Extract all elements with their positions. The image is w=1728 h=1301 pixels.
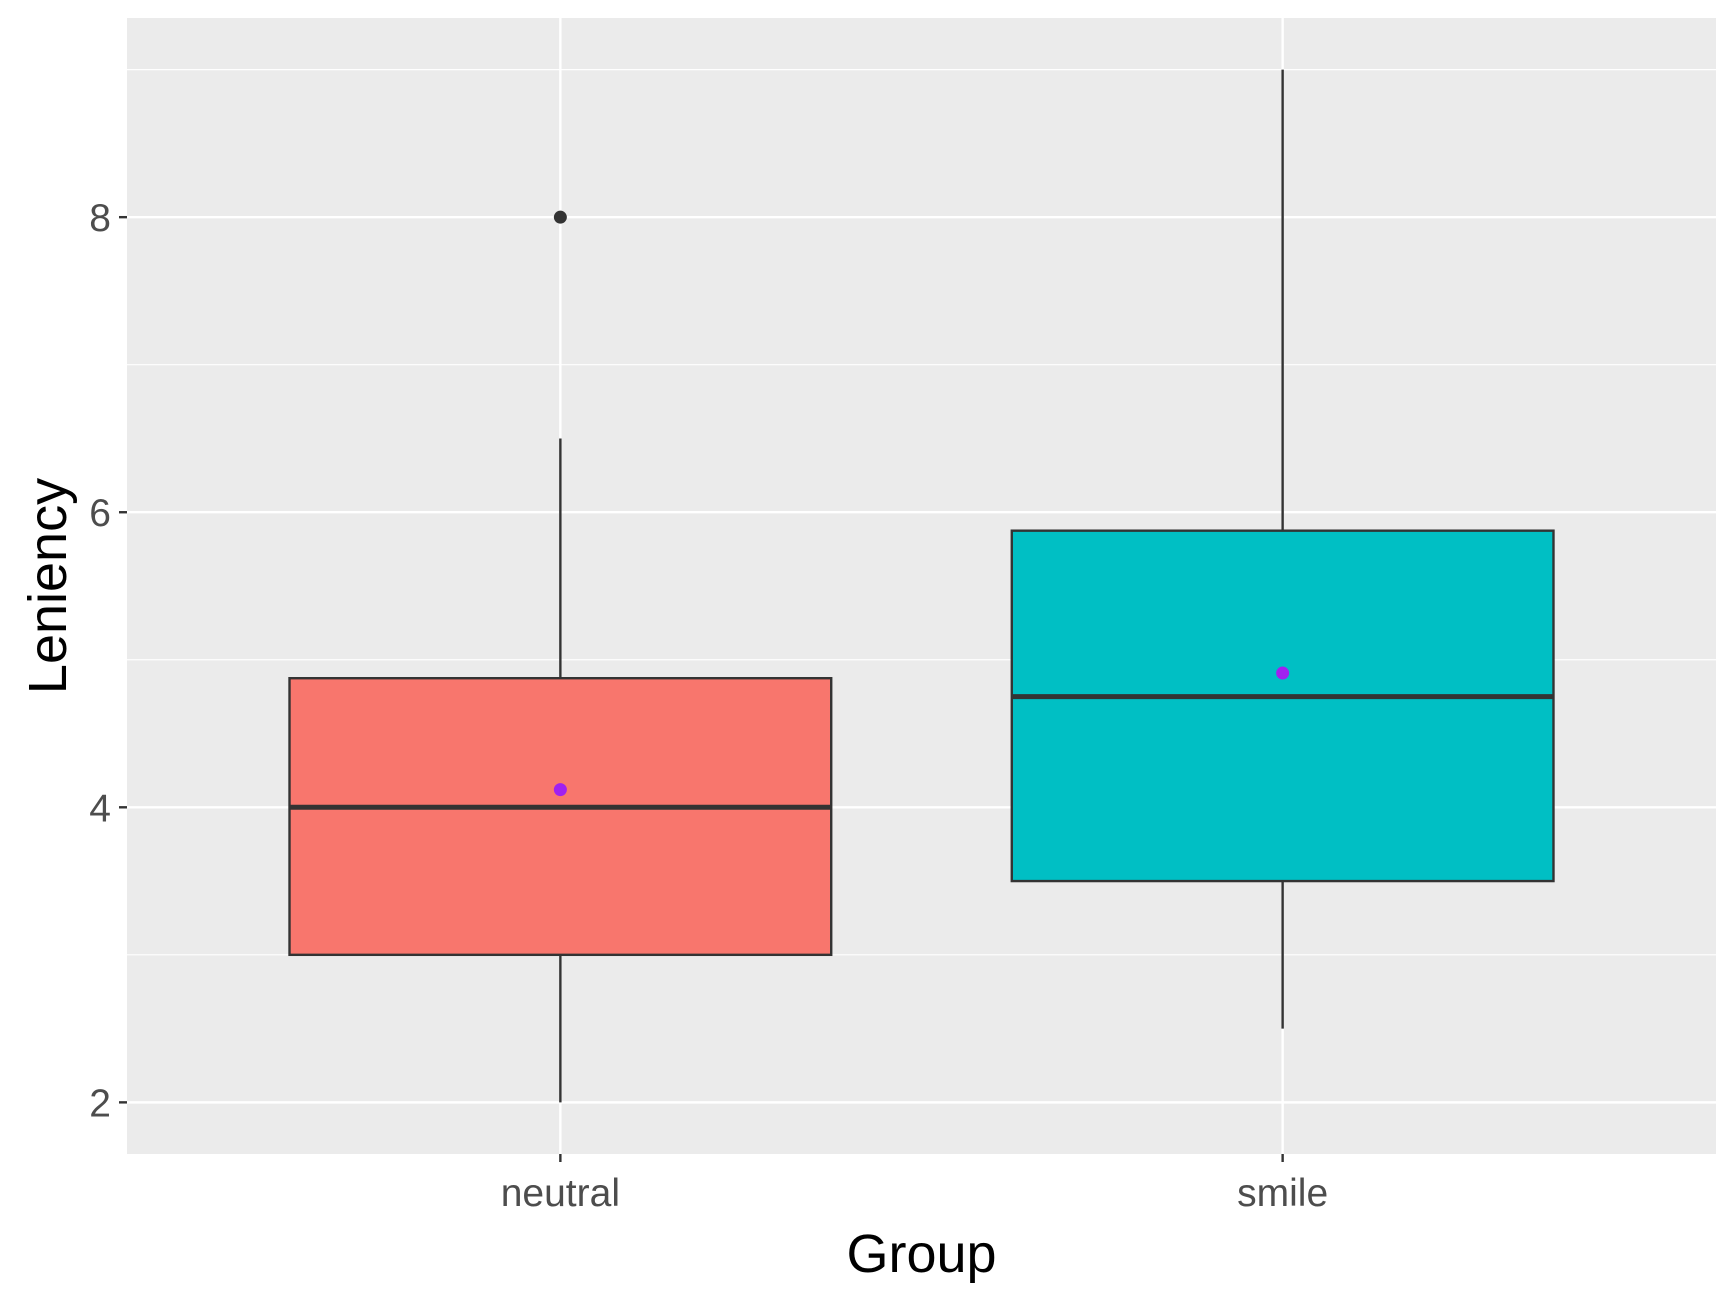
mean-point <box>1276 666 1290 680</box>
box-smile <box>1010 69 1555 1029</box>
x-tick-label: smile <box>1237 1172 1328 1215</box>
y-tick-label: 4 <box>89 787 111 830</box>
box-neutral <box>288 210 833 1103</box>
boxes <box>288 69 1555 1103</box>
mean-point <box>553 783 567 797</box>
y-tick-label: 2 <box>89 1082 111 1125</box>
y-axis-title: Leniency <box>18 478 78 694</box>
iqr-box <box>1010 529 1555 883</box>
x-axis-title: Group <box>846 1224 996 1284</box>
outlier-point <box>553 210 567 224</box>
y-tick-label: 6 <box>89 492 111 535</box>
axes: 2 4 6 8 neutral smile <box>89 197 1328 1215</box>
x-tick-label: neutral <box>501 1172 620 1215</box>
iqr-box <box>288 677 833 957</box>
y-tick-label: 8 <box>89 197 111 240</box>
